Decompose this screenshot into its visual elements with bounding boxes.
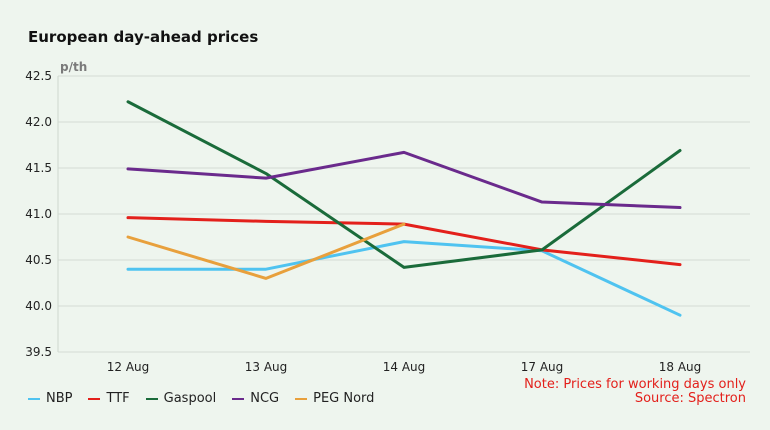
series-line-gaspool: [126, 100, 682, 269]
legend-swatch: [145, 397, 158, 400]
series-line-ncg: [126, 150, 682, 210]
note-source: Source: Spectron: [634, 391, 746, 406]
series-line-nbp: [126, 240, 682, 317]
x-axis-labels: 12 Aug 13 Aug 14 Aug 17 Aug 18 Aug: [107, 360, 702, 374]
chart-title: European day-ahead prices: [28, 28, 259, 46]
legend-label: Gaspool: [163, 391, 217, 406]
legend-label: NBP: [46, 391, 73, 406]
legend: NBP TTF Gaspool NCG PEG Nord: [28, 391, 374, 406]
x-tick-label: 17 Aug: [521, 360, 564, 374]
legend-label: PEG Nord: [313, 391, 375, 406]
legend-swatch: [295, 397, 308, 400]
legend-item: Gaspool: [145, 391, 217, 406]
x-tick-label: 13 Aug: [245, 360, 288, 374]
legend-item: TTF: [88, 391, 130, 406]
note-working-days: Note: Prices for working days only: [524, 377, 746, 392]
y-tick-label: 40.5: [25, 253, 52, 267]
y-tick-label: 42.0: [25, 115, 52, 129]
legend-swatch: [88, 397, 101, 400]
legend-label: TTF: [106, 391, 130, 406]
legend-swatch: [28, 397, 40, 400]
y-tick-label: 41.5: [25, 161, 52, 175]
y-tick-label: 39.5: [25, 345, 52, 359]
y-tick-label: 41.0: [25, 207, 52, 221]
legend-swatch: [232, 397, 245, 400]
y-axis-unit: p/th: [60, 60, 87, 74]
series-lines: [126, 100, 682, 317]
legend-item: PEG Nord: [295, 391, 374, 406]
notes: Note: Prices for working days only Sourc…: [524, 378, 746, 406]
grid: [57, 75, 750, 353]
y-tick-label: 40.0: [25, 299, 52, 313]
legend-item: NCG: [232, 391, 279, 406]
x-tick-label: 18 Aug: [659, 360, 702, 374]
y-tick-label: 42.5: [25, 69, 52, 83]
y-axis-labels: 39.5 40.0 40.5 41.0 41.5 42.0 42.5: [25, 69, 52, 359]
x-tick-label: 12 Aug: [107, 360, 150, 374]
legend-label: NCG: [250, 391, 280, 406]
x-tick-label: 14 Aug: [383, 360, 426, 374]
legend-item: NBP: [28, 391, 72, 406]
series-line-peg-nord: [126, 222, 406, 280]
